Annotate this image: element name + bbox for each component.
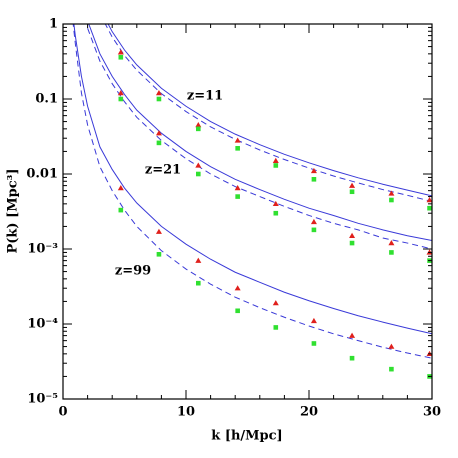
square-marker xyxy=(311,341,317,346)
curve xyxy=(88,24,432,241)
triangle-marker xyxy=(195,162,202,168)
triangle-marker xyxy=(195,122,202,128)
square-marker xyxy=(389,250,394,255)
y-tick-label: 0.01 xyxy=(26,167,58,182)
square-marker xyxy=(196,280,201,286)
square-marker xyxy=(389,197,394,203)
y-tick-label: 1 xyxy=(49,17,58,32)
square-marker xyxy=(389,366,394,372)
square-marker xyxy=(235,308,240,314)
x-tick-label: 20 xyxy=(300,405,318,420)
square-marker xyxy=(273,163,279,168)
square-marker xyxy=(349,240,355,246)
triangle-marker xyxy=(117,185,124,191)
x-tick-label: 10 xyxy=(177,405,195,420)
square-marker xyxy=(349,189,355,195)
square-marker xyxy=(156,140,162,146)
square-marker xyxy=(196,171,201,177)
triangle-marker xyxy=(349,182,356,188)
triangle-marker xyxy=(310,167,317,174)
triangle-marker xyxy=(388,343,395,349)
plot-area xyxy=(72,24,432,379)
triangle-marker xyxy=(388,190,395,196)
curve-annotation: z=99 xyxy=(115,264,151,279)
triangle-marker xyxy=(272,300,279,306)
triangle-marker xyxy=(388,240,395,246)
y-tick-label: 10⁻³ xyxy=(27,242,58,257)
triangle-marker xyxy=(155,90,162,96)
x-axis-label: k [h/Mpc] xyxy=(211,429,282,444)
triangle-marker xyxy=(426,197,432,203)
curve xyxy=(107,24,432,197)
square-marker xyxy=(118,207,124,213)
square-marker xyxy=(311,227,317,233)
triangle-marker xyxy=(195,257,202,263)
square-marker xyxy=(273,325,279,330)
plot-frame xyxy=(62,23,433,400)
triangle-marker xyxy=(272,157,279,163)
curve-annotation: z=11 xyxy=(187,89,223,104)
square-marker xyxy=(349,355,355,361)
square-marker xyxy=(427,205,432,211)
curve xyxy=(73,24,432,335)
y-axis-label: P(k) [Mpc³] xyxy=(6,168,21,253)
y-tick-label: 0.1 xyxy=(35,92,58,107)
triangle-marker xyxy=(310,218,317,225)
x-tick-label: 30 xyxy=(423,405,441,420)
triangle-marker xyxy=(310,317,317,324)
x-tick-label: 0 xyxy=(58,405,67,420)
square-marker xyxy=(118,96,124,102)
square-marker xyxy=(273,210,279,216)
square-marker xyxy=(118,54,124,60)
square-marker xyxy=(235,146,240,151)
curve xyxy=(87,27,432,250)
triangle-marker xyxy=(272,200,279,207)
square-marker xyxy=(156,96,162,102)
square-marker xyxy=(311,176,317,182)
triangle-marker xyxy=(234,285,241,291)
square-marker xyxy=(156,251,162,257)
triangle-marker xyxy=(155,228,162,234)
triangle-marker xyxy=(117,49,124,55)
y-tick-label: 10⁻⁵ xyxy=(27,392,58,407)
curve-annotation: z=21 xyxy=(145,163,181,178)
triangle-marker xyxy=(155,130,162,136)
curve xyxy=(72,24,432,359)
triangle-marker xyxy=(349,232,356,238)
y-tick-label: 10⁻⁴ xyxy=(27,317,58,332)
square-marker xyxy=(235,194,240,199)
curve xyxy=(104,24,432,202)
triangle-marker xyxy=(349,332,356,338)
triangle-marker xyxy=(234,137,241,143)
triangle-marker xyxy=(117,90,124,96)
square-marker xyxy=(196,126,201,132)
triangle-marker xyxy=(234,185,241,191)
